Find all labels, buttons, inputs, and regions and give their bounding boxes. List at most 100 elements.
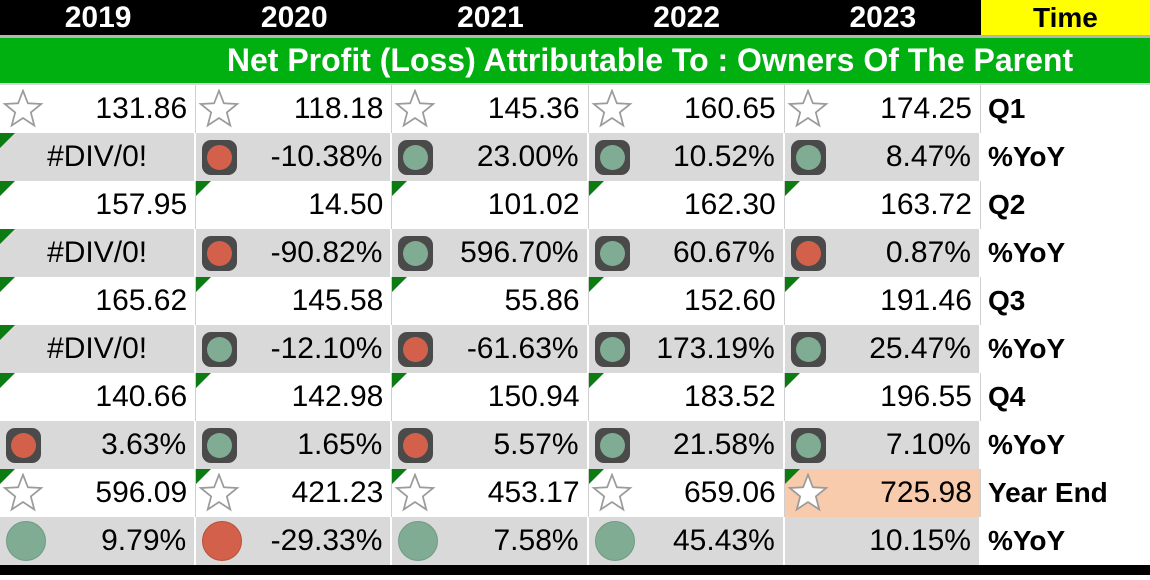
data-cell[interactable]: 5.57% [392, 421, 589, 469]
data-cell[interactable]: 659.06 [588, 469, 785, 517]
data-cell[interactable]: 118.18 [196, 85, 393, 133]
sheet-row: #DIV/0! -90.82% 596.70% 60.67% 0.87% %YoY [0, 229, 1150, 277]
data-cell[interactable]: 101.02 [392, 181, 589, 229]
star-icon [198, 473, 240, 513]
row-label-cell[interactable]: %YoY [980, 229, 1150, 277]
data-cell[interactable]: 142.98 [196, 373, 393, 421]
row-label: %YoY [987, 429, 1066, 460]
cell-value: #DIV/0! [47, 332, 148, 365]
data-cell[interactable]: -61.63% [392, 325, 589, 373]
star-icon [394, 89, 436, 129]
data-cell[interactable]: 152.60 [588, 277, 785, 325]
row-label-cell[interactable]: Q4 [980, 373, 1150, 421]
year-header-2019[interactable]: 2019 [64, 0, 132, 34]
data-cell[interactable]: 25.47% [784, 325, 981, 373]
cell-value: 45.43% [673, 524, 775, 557]
year-header-2022[interactable]: 2022 [653, 0, 721, 34]
data-cell[interactable]: 196.55 [784, 373, 981, 421]
data-cell[interactable]: 10.15% [784, 517, 981, 565]
cell-value: 60.67% [673, 236, 775, 269]
cell-value: 196.55 [880, 380, 972, 413]
data-cell[interactable]: 21.58% [588, 421, 785, 469]
data-cell[interactable]: 145.36 [392, 85, 589, 133]
data-cell[interactable]: 1.65% [196, 421, 393, 469]
cell-value: 140.66 [95, 380, 188, 413]
row-label-cell[interactable]: Q3 [980, 277, 1150, 325]
data-grid: 131.86 118.18 145.36 160.65 174.25 Q1 #DIV/0! -… [0, 85, 1150, 565]
data-cell[interactable]: 596.09 [0, 469, 197, 517]
row-label-cell[interactable]: %YoY [980, 325, 1150, 373]
comment-flag-icon [588, 469, 604, 484]
year-header-2023[interactable]: 2023 [849, 0, 917, 34]
row-label-cell[interactable]: Year End [980, 469, 1150, 517]
data-cell[interactable]: 145.58 [196, 277, 393, 325]
data-cell[interactable]: 191.46 [784, 277, 981, 325]
data-cell[interactable]: 131.86 [0, 85, 197, 133]
row-label: %YoY [987, 525, 1066, 556]
green-light-icon [202, 427, 238, 463]
row-label: %YoY [987, 333, 1066, 364]
row-label: Q2 [987, 189, 1026, 220]
data-cell[interactable]: #DIV/0! [0, 325, 197, 373]
data-cell[interactable]: 150.94 [392, 373, 589, 421]
cell-value: 118.18 [293, 92, 384, 125]
data-cell[interactable]: 23.00% [392, 133, 589, 181]
comment-flag-icon [0, 325, 15, 340]
data-cell[interactable]: 725.98 [784, 469, 981, 517]
time-header[interactable]: Time [980, 0, 1150, 35]
data-cell[interactable]: 7.58% [392, 517, 589, 565]
data-cell[interactable]: 157.95 [0, 181, 197, 229]
data-cell[interactable]: 0.87% [784, 229, 981, 277]
data-cell[interactable]: 174.25 [784, 85, 981, 133]
cell-value: 0.87% [885, 236, 971, 269]
row-label-cell[interactable]: Q2 [980, 181, 1150, 229]
cell-value: 174.25 [880, 92, 972, 125]
data-cell[interactable]: 8.47% [784, 133, 981, 181]
title-banner[interactable]: Net Profit (Loss) Attributable To : Owne… [0, 38, 1150, 85]
cell-value: 7.58% [493, 524, 579, 557]
data-cell[interactable]: #DIV/0! [0, 229, 197, 277]
data-cell[interactable]: 453.17 [392, 469, 589, 517]
year-header-2020[interactable]: 2020 [260, 0, 328, 34]
data-cell[interactable]: -90.82% [196, 229, 393, 277]
cell-value: 173.19% [656, 332, 775, 365]
data-cell[interactable]: 163.72 [784, 181, 981, 229]
green-light-icon [398, 235, 434, 271]
data-cell[interactable]: 10.52% [588, 133, 785, 181]
data-cell[interactable]: 140.66 [0, 373, 197, 421]
data-cell[interactable]: 7.10% [784, 421, 981, 469]
row-label: Q1 [987, 93, 1026, 124]
data-cell[interactable]: -29.33% [196, 517, 393, 565]
row-label-cell[interactable]: %YoY [980, 517, 1150, 565]
data-cell[interactable]: #DIV/0! [0, 133, 197, 181]
data-cell[interactable]: 165.62 [0, 277, 197, 325]
data-cell[interactable]: -10.38% [196, 133, 393, 181]
row-label-cell[interactable]: %YoY [980, 421, 1150, 469]
row-label-cell[interactable]: Q1 [980, 85, 1150, 133]
data-cell[interactable]: 14.50 [196, 181, 393, 229]
cell-value: 10.15% [869, 524, 971, 557]
cell-value: 160.65 [683, 92, 776, 125]
data-cell[interactable]: 3.63% [0, 421, 197, 469]
data-cell[interactable]: 596.70% [392, 229, 589, 277]
data-cell[interactable]: 183.52 [588, 373, 785, 421]
sheet-row: #DIV/0! -10.38% 23.00% 10.52% 8.47% %YoY [0, 133, 1150, 181]
data-cell[interactable]: 162.30 [588, 181, 785, 229]
data-cell[interactable]: 160.65 [588, 85, 785, 133]
cell-value: 659.06 [683, 476, 776, 509]
comment-flag-icon [588, 277, 604, 292]
comment-flag-icon [784, 277, 800, 292]
year-header-2021[interactable]: 2021 [457, 0, 524, 34]
data-cell[interactable]: 9.79% [0, 517, 197, 565]
data-cell[interactable]: 60.67% [588, 229, 785, 277]
data-cell[interactable]: 45.43% [588, 517, 785, 565]
data-cell[interactable]: 421.23 [196, 469, 393, 517]
data-cell[interactable]: -12.10% [196, 325, 393, 373]
star-icon [2, 89, 44, 129]
data-cell[interactable]: 55.86 [392, 277, 589, 325]
cell-value: 163.72 [880, 188, 972, 221]
green-circle-icon [398, 521, 439, 561]
bottom-bar [0, 565, 1150, 575]
data-cell[interactable]: 173.19% [588, 325, 785, 373]
row-label-cell[interactable]: %YoY [980, 133, 1150, 181]
